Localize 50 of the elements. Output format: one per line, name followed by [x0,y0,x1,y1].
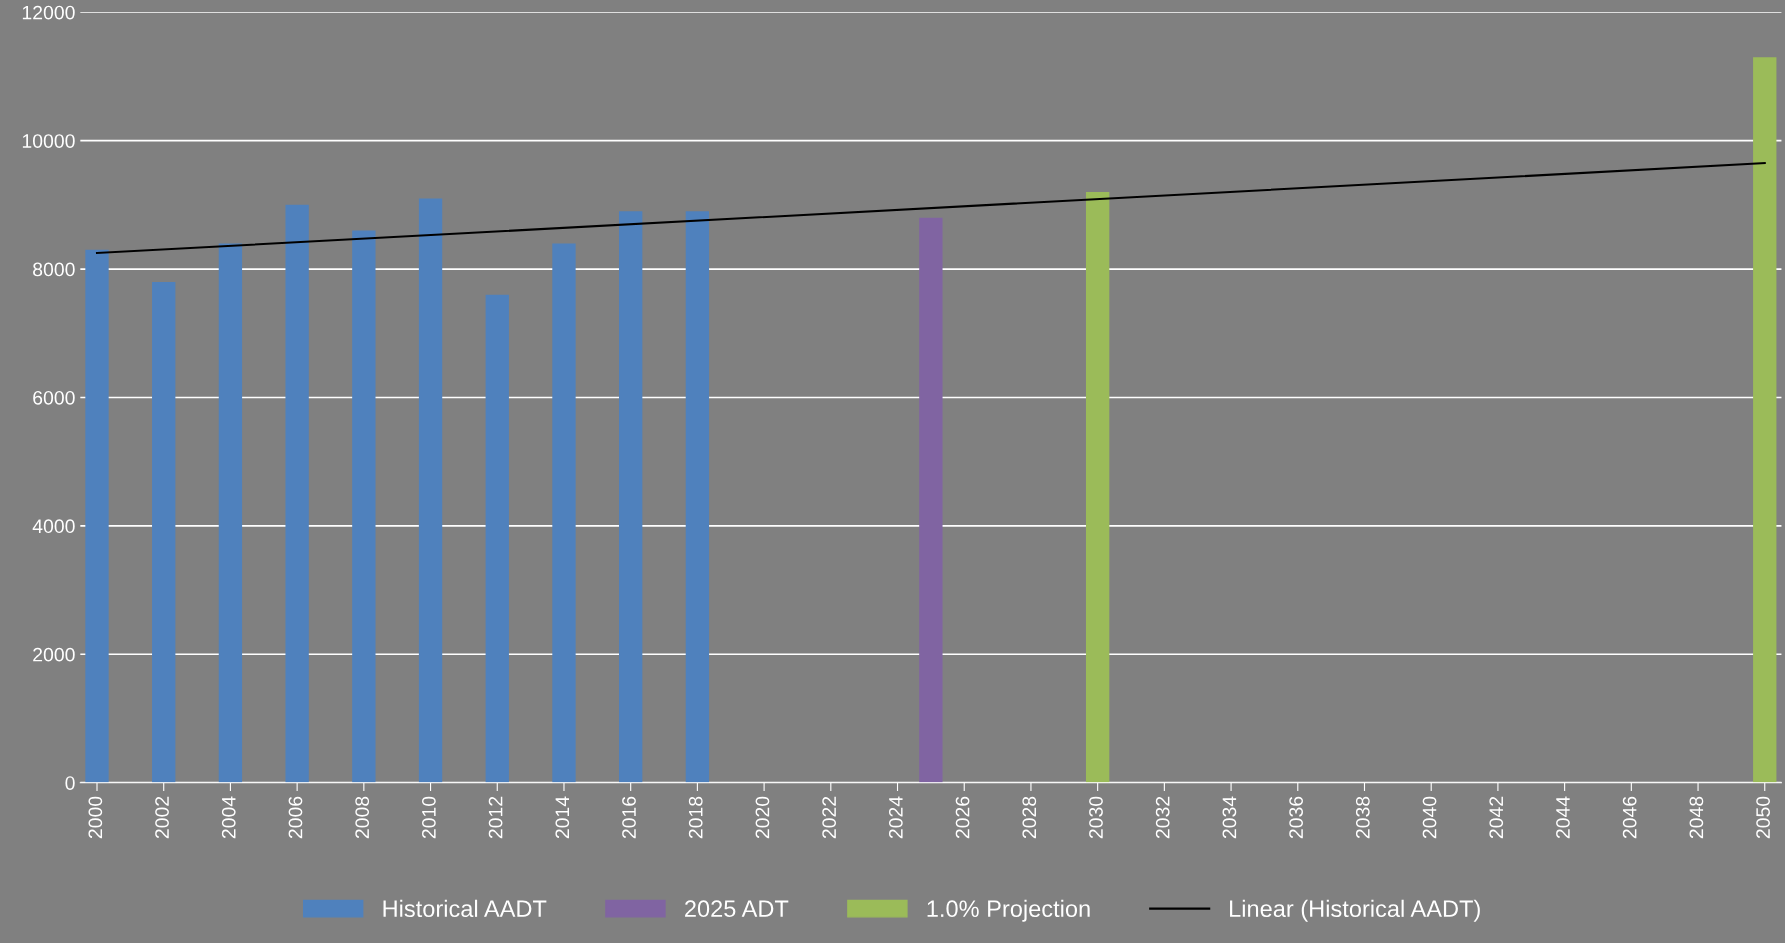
x-tick-label: 2036 [1289,796,1303,839]
y-tick-label: 12000 [22,5,75,20]
y-tick-label: 4000 [32,519,75,534]
bar [285,204,309,783]
x-tick-label: 2026 [955,796,970,839]
x-tick-label: 2010 [422,796,436,839]
y-tick-label: 8000 [33,262,75,277]
x-tick-label: 2014 [555,796,570,839]
x-tick-label: 2046 [1622,796,1637,839]
y-tick-label: 2000 [33,647,75,662]
bar [619,211,643,783]
x-tick-label: 2018 [688,796,703,839]
x-tick-label: 2038 [1355,796,1370,839]
legend-label: 2025 ADT [685,900,789,918]
x-tick-label: 2040 [1422,796,1437,839]
x-tick-label: 2006 [288,796,303,839]
x-tick-label: 2008 [355,796,370,839]
bar [485,294,509,783]
bar [418,198,443,783]
y-tick-label: 6000 [33,390,75,405]
bar [1085,192,1110,783]
bar [85,249,109,783]
legend-label: Historical AADT [383,899,547,918]
x-tick-label: 2012 [488,796,503,839]
x-tick-label: 2028 [1022,796,1037,839]
x-tick-label: 2022 [822,796,837,839]
x-tick-label: 2002 [155,796,169,839]
x-tick-label: 2020 [755,796,770,839]
x-tick-label: 2048 [1689,796,1704,839]
x-tick-label: 2030 [1089,796,1103,839]
bar [152,281,176,783]
x-tick-label: 2000 [88,796,103,839]
x-tick-label: 2034 [1222,796,1237,839]
bar [685,211,710,783]
y-tick-label: 0 [65,776,75,790]
x-tick-label: 2032 [1155,796,1170,839]
x-tick-label: 2050 [1756,796,1770,839]
legend-label: Linear (Historical AADT) [1230,899,1480,922]
bar [352,230,376,783]
x-tick-label: 2044 [1556,796,1570,839]
x-tick-label: 2024 [888,796,903,839]
y-tick-label: 10000 [22,134,75,148]
bar [218,243,243,783]
legend-label: 1.0% Projection [927,899,1090,922]
bar [919,217,943,783]
x-tick-label: 2004 [221,796,236,839]
x-tick-label: 2016 [622,796,636,839]
x-tick-label: 2042 [1489,796,1504,839]
bar [1753,57,1777,783]
bar [552,243,576,783]
